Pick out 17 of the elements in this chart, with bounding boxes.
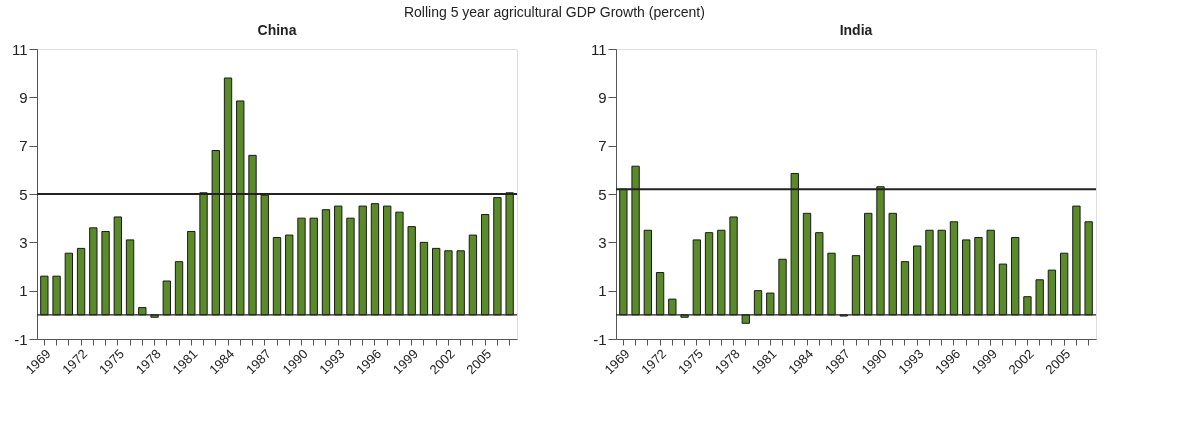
y-tick-label: -1 — [14, 330, 28, 348]
chart-title: China — [257, 22, 297, 38]
y-tick-label: 9 — [19, 88, 28, 106]
y-tick-label: 11 — [11, 40, 28, 58]
y-tick-label: 7 — [19, 137, 28, 155]
text: Rolling 5 year agricultural GDP Growth (percent) — [403, 3, 705, 20]
y-tick-label: 7 — [598, 137, 607, 155]
y-tick-label: 1 — [19, 282, 28, 300]
y-tick-label: 9 — [598, 88, 607, 106]
y-tick-label: -1 — [593, 330, 607, 348]
y-tick-label: 3 — [19, 233, 28, 251]
chart-title: India — [839, 22, 873, 38]
y-tick-label: 5 — [19, 185, 28, 203]
y-tick-label: 11 — [590, 40, 607, 58]
y-tick-label: 5 — [598, 185, 607, 203]
y-tick-label: 1 — [598, 282, 607, 300]
y-tick-label: 3 — [598, 233, 607, 251]
